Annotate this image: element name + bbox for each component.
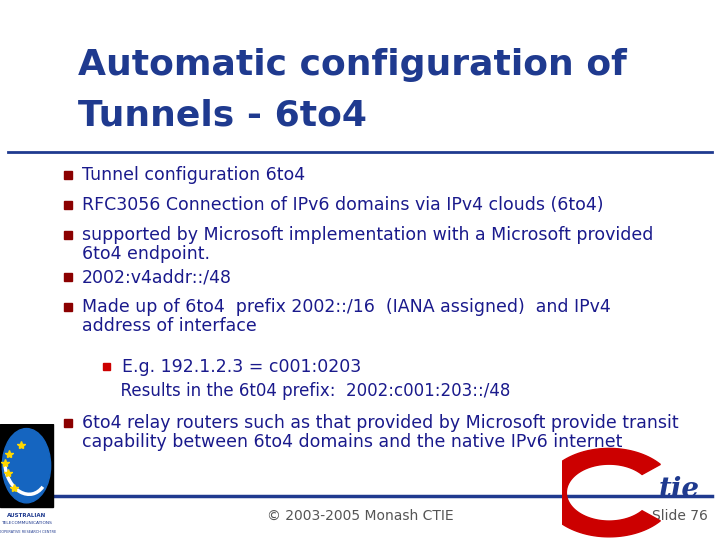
Polygon shape xyxy=(543,448,660,537)
Text: TELECOMMUNICATIONS: TELECOMMUNICATIONS xyxy=(1,522,52,525)
Text: E.g. 192.1.2.3 = c001:0203: E.g. 192.1.2.3 = c001:0203 xyxy=(122,358,361,376)
Text: RFC3056 Connection of IPv6 domains via IPv4 clouds (6to4): RFC3056 Connection of IPv6 domains via I… xyxy=(82,196,603,214)
Text: address of interface: address of interface xyxy=(82,318,257,335)
Bar xyxy=(64,201,72,209)
Bar xyxy=(64,171,72,179)
Circle shape xyxy=(2,429,50,503)
Text: © 2003-2005 Monash CTIE: © 2003-2005 Monash CTIE xyxy=(266,509,454,523)
Text: 2002:v4addr::/48: 2002:v4addr::/48 xyxy=(82,268,232,286)
Text: capability between 6to4 domains and the native IPv6 internet: capability between 6to4 domains and the … xyxy=(82,434,622,451)
Bar xyxy=(64,419,72,427)
Text: Made up of 6to4  prefix 2002::/16  (IANA assigned)  and IPv4: Made up of 6to4 prefix 2002::/16 (IANA a… xyxy=(82,298,611,316)
Text: 6to4 endpoint.: 6to4 endpoint. xyxy=(82,245,210,264)
Text: COOPERATIVE RESEARCH CENTRE: COOPERATIVE RESEARCH CENTRE xyxy=(0,530,57,534)
Bar xyxy=(64,231,72,239)
Text: Tunnels - 6to4: Tunnels - 6to4 xyxy=(78,98,367,132)
Text: Slide 76: Slide 76 xyxy=(652,509,708,523)
Text: 6to4 relay routers such as that provided by Microsoft provide transit: 6to4 relay routers such as that provided… xyxy=(82,414,679,432)
Text: tie: tie xyxy=(658,476,699,503)
Text: supported by Microsoft implementation with a Microsoft provided: supported by Microsoft implementation wi… xyxy=(82,226,653,244)
Text: AUSTRALIAN: AUSTRALIAN xyxy=(6,514,46,518)
Text: Results in the 6t04 prefix:  2002:c001:203::/48: Results in the 6t04 prefix: 2002:c001:20… xyxy=(110,382,510,400)
Bar xyxy=(64,303,72,311)
Text: Automatic configuration of: Automatic configuration of xyxy=(78,48,627,82)
Bar xyxy=(103,363,110,370)
Bar xyxy=(0,424,53,508)
Text: Tunnel configuration 6to4: Tunnel configuration 6to4 xyxy=(82,166,305,184)
Bar xyxy=(64,273,72,281)
